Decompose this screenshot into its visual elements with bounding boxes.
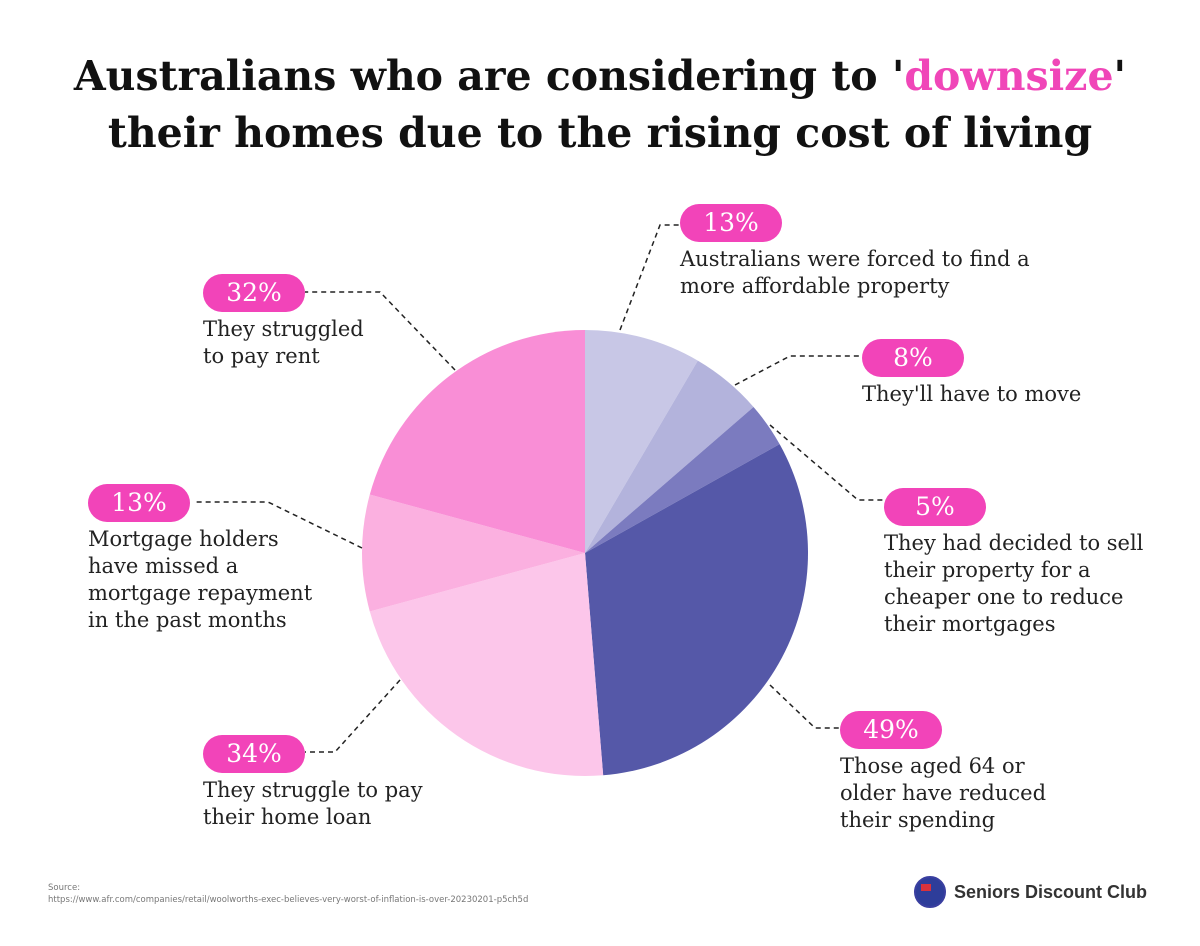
value-badge: 49%: [840, 711, 942, 749]
pie-slice-5: [362, 494, 585, 612]
title-line2: their homes due to the rising cost of li…: [107, 109, 1093, 157]
pie-slice-4: [369, 553, 604, 777]
leader-line-4: [305, 679, 401, 753]
australia-tag-icon: [914, 876, 946, 908]
source-note: Source: https://www.afr.com/companies/re…: [48, 882, 528, 906]
leader-line-3: [769, 684, 840, 729]
slice-description: Australians were forced to find a more a…: [680, 247, 1030, 298]
slice-description: Mortgage holders have missed a mortgage …: [88, 527, 313, 632]
label-slice-1: 8% They'll have to move: [862, 339, 1122, 408]
label-slice-4: 34% They struggle to pay their home loan: [203, 735, 443, 831]
leader-line-2: [769, 424, 885, 501]
value-badge: 32%: [203, 274, 305, 312]
title-highlight: downsize: [904, 52, 1114, 100]
slice-description: They had decided to sell their property …: [884, 531, 1144, 636]
value-badge: 5%: [884, 488, 986, 526]
value-badge: 13%: [680, 204, 782, 242]
brand-logo: Seniors Discount Club: [914, 876, 1147, 908]
label-slice-5: 13% Mortgage holders have missed a mortg…: [88, 484, 328, 634]
leader-line-5: [193, 501, 363, 549]
pie-slice-2: [585, 406, 780, 553]
label-slice-0: 13% Australians were forced to find a mo…: [680, 204, 1060, 300]
leader-line-0: [619, 224, 680, 331]
brand-name: Seniors Discount Club: [954, 881, 1148, 902]
value-badge: 34%: [203, 735, 305, 773]
chart-title: Australians who are considering to 'down…: [0, 48, 1200, 162]
value-badge: 8%: [862, 339, 964, 377]
pie-slice-6: [369, 330, 585, 553]
label-slice-2: 5% They had decided to sell their proper…: [884, 488, 1154, 638]
label-slice-6: 32% They struggled to pay rent: [203, 274, 378, 370]
slice-description: They'll have to move: [862, 382, 1082, 406]
source-url[interactable]: https://www.afr.com/companies/retail/woo…: [48, 895, 529, 905]
value-badge: 13%: [88, 484, 190, 522]
slice-description: They struggle to pay their home loan: [203, 778, 423, 829]
leader-line-1: [734, 355, 862, 386]
pie-slice-0: [585, 330, 698, 553]
title-line1: Australians who are considering to ': [73, 52, 905, 100]
title-line1-end: ': [1113, 52, 1127, 100]
slice-description: Those aged 64 or older have reduced thei…: [840, 754, 1047, 832]
slice-description: They struggled to pay rent: [203, 317, 364, 368]
label-slice-3: 49% Those aged 64 or older have reduced …: [840, 711, 1060, 834]
leader-line-6: [305, 291, 456, 371]
pie-slice-3: [585, 444, 808, 776]
source-label: Source:: [48, 883, 81, 893]
pie-slice-1: [585, 360, 754, 553]
